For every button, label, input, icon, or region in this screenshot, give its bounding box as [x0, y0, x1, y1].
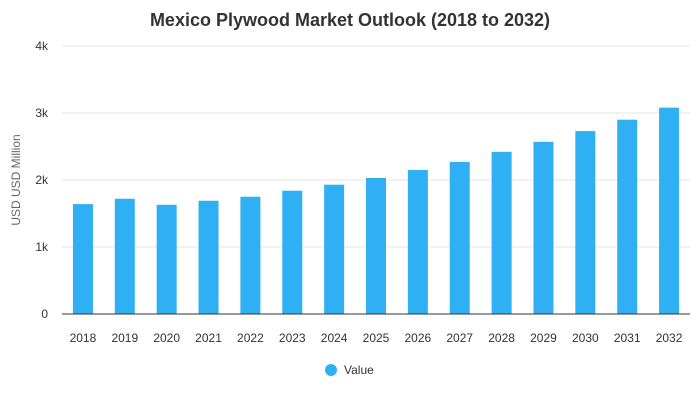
bar-2018[interactable]	[72, 204, 93, 314]
legend-swatch	[325, 364, 337, 376]
x-tick-label: 2031	[614, 331, 641, 345]
y-tick-label: 1k	[35, 240, 49, 254]
y-tick-label: 4k	[35, 39, 49, 53]
x-tick-label: 2027	[446, 331, 473, 345]
bar-2024[interactable]	[324, 184, 345, 314]
y-tick-label: 2k	[35, 173, 49, 187]
x-tick-label: 2021	[195, 331, 222, 345]
y-axis-ticks: 0 1k 2k 3k 4k	[35, 39, 49, 321]
x-tick-label: 2028	[488, 331, 515, 345]
bar-2027[interactable]	[449, 161, 470, 314]
x-tick-label: 2024	[321, 331, 348, 345]
bar-2025[interactable]	[366, 177, 386, 314]
bar-2021[interactable]	[198, 200, 219, 314]
bar-2023[interactable]	[282, 190, 303, 314]
x-tick-label: 2018	[70, 331, 97, 345]
y-axis-label: USD USD Million	[9, 134, 23, 225]
bar-2019[interactable]	[114, 198, 135, 314]
x-tick-label: 2022	[237, 331, 264, 345]
x-tick-label: 2030	[572, 331, 599, 345]
legend[interactable]: Value	[325, 363, 374, 377]
x-tick-label: 2025	[363, 331, 390, 345]
x-tick-label: 2019	[111, 331, 138, 345]
bar-2029[interactable]	[533, 141, 554, 314]
x-tick-label: 2032	[656, 331, 683, 345]
bar-2022[interactable]	[240, 196, 261, 314]
bar-2032[interactable]	[659, 107, 680, 314]
chart-title: Mexico Plywood Market Outlook (2018 to 2…	[150, 10, 550, 30]
bar-2030[interactable]	[575, 131, 596, 314]
bar-2026[interactable]	[407, 169, 428, 314]
bar-2020[interactable]	[156, 204, 177, 314]
y-tick-label: 0	[41, 307, 48, 321]
y-tick-label: 3k	[35, 106, 49, 120]
legend-label-value: Value	[344, 363, 374, 377]
x-axis-ticks: 2018 2019 2020 2021 2022 2023 2024 2025 2026 2027…	[70, 331, 683, 345]
bar-2031[interactable]	[617, 119, 638, 314]
bars	[72, 107, 680, 314]
x-tick-label: 2026	[405, 331, 432, 345]
bar-2028[interactable]	[491, 151, 512, 314]
x-tick-label: 2023	[279, 331, 306, 345]
x-tick-label: 2020	[153, 331, 180, 345]
x-tick-label: 2029	[530, 331, 557, 345]
